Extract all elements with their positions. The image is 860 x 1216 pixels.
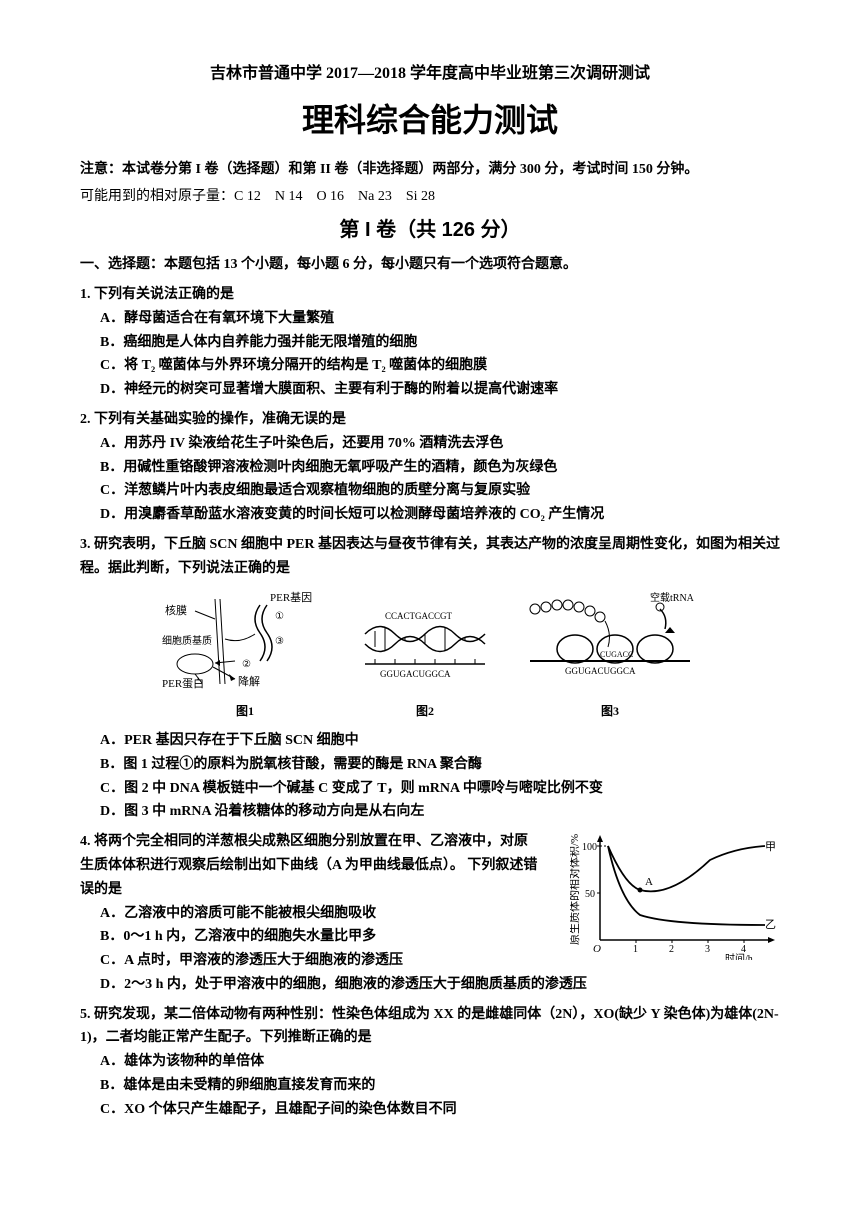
q2-opt-b: B．用碱性重铬酸钾溶液检测叶肉细胞无氧呼吸产生的酒精，颜色为灰绿色 <box>80 456 780 480</box>
svg-text:PER基因: PER基因 <box>270 591 312 604</box>
q3-fig1: PER基因 ① ③ 核膜 细胞质基质 ② PER蛋白 降解 <box>160 589 330 721</box>
q1-opt-d: D．神经元的树突可显著增大膜面积、主要有利于酶的附着以提高代谢速率 <box>80 378 780 402</box>
question-2: 2. 下列有关基础实验的操作，准确无误的是 A．用苏丹 IV 染液给花生子叶染色… <box>80 408 780 527</box>
q4-opt-a: A．乙溶液中的溶质可能不能被根尖细胞吸收 <box>80 902 540 926</box>
svg-text:CUGACC: CUGACC <box>600 650 633 659</box>
q2-opt-d: D．用溴麝香草酚蓝水溶液变黄的时间长短可以检测酵母菌培养液的 CO₂ 产生情况 <box>80 503 780 527</box>
question-1: 1. 下列有关说法正确的是 A．酵母菌适合在有氧环境下大量繁殖 B．癌细胞是人体… <box>80 283 780 402</box>
q4-opt-d: D．2～3 h 内，处于甲溶液中的细胞，细胞液的渗透压大于细胞质基质的渗透压 <box>80 973 780 997</box>
q4-stem: 4. 将两个完全相同的洋葱根尖成熟区细胞分别放置在甲、乙溶液中，对原生质体体积进… <box>80 830 540 901</box>
svg-text:A: A <box>645 876 653 888</box>
q3-opt-b: B．图 1 过程①的原料为脱氧核苷酸，需要的酶是 RNA 聚合酶 <box>80 753 780 777</box>
atomic-masses: 可能用到的相对原子量：C 12 N 14 O 16 Na 23 Si 28 <box>80 185 780 209</box>
header-line2: 理科综合能力测试 <box>80 93 780 147</box>
question-4: 4. 将两个完全相同的洋葱根尖成熟区细胞分别放置在甲、乙溶液中，对原生质体体积进… <box>80 830 780 997</box>
svg-text:乙: 乙 <box>765 918 776 931</box>
q5-opt-b: B．雄体是由未受精的卵细胞直接发育而来的 <box>80 1074 780 1098</box>
q2-opt-a: A．用苏丹 IV 染液给花生子叶染色后，还要用 70% 酒精洗去浮色 <box>80 432 780 456</box>
q3-stem: 3. 研究表明，下丘脑 SCN 细胞中 PER 基因表达与昼夜节律有关，其表达产… <box>80 533 780 581</box>
q3-fig2: CCACTGACCGT GGUGACUGGCA 图2 <box>350 589 500 721</box>
q3-opt-c: C．图 2 中 DNA 模板链中一个碱基 C 变成了 T，则 mRNA 中嘌呤与… <box>80 777 780 801</box>
svg-text:3: 3 <box>705 944 710 955</box>
svg-text:100: 100 <box>582 842 597 853</box>
q3-diagrams: PER基因 ① ③ 核膜 细胞质基质 ② PER蛋白 降解 <box>80 589 780 721</box>
section-instruction: 一、选择题：本题包括 13 个小题，每小题 6 分，每小题只有一个选项符合题意。 <box>80 253 780 277</box>
svg-text:③: ③ <box>275 636 284 647</box>
q4-opt-c: C．A 点时，甲溶液的渗透压大于细胞液的渗透压 <box>80 949 540 973</box>
q3-fig1-label: 图1 <box>160 701 330 721</box>
svg-text:甲: 甲 <box>765 841 776 853</box>
q3-opt-d: D．图 3 中 mRNA 沿着核糖体的移动方向是从右向左 <box>80 800 780 824</box>
q3-fig3: 空载tRNA CUGACC GGUGACUGGCA 图3 <box>520 589 700 721</box>
svg-text:②: ② <box>242 659 251 670</box>
q1-stem: 1. 下列有关说法正确的是 <box>80 283 780 307</box>
svg-text:核膜: 核膜 <box>165 603 187 617</box>
svg-text:GGUGACUGGCA: GGUGACUGGCA <box>565 666 636 676</box>
svg-text:O: O <box>593 943 601 955</box>
svg-text:2: 2 <box>669 944 674 955</box>
q5-opt-c: C．XO 个体只产生雄配子，且雄配子间的染色体数目不同 <box>80 1098 780 1122</box>
q3-fig2-label: 图2 <box>350 701 500 721</box>
q2-opt-c: C．洋葱鳞片叶内表皮细胞最适合观察植物细胞的质壁分离与复原实验 <box>80 479 780 503</box>
question-3: 3. 研究表明，下丘脑 SCN 细胞中 PER 基因表达与昼夜节律有关，其表达产… <box>80 533 780 824</box>
svg-text:原生质体的相对体积/%: 原生质体的相对体积/% <box>570 834 581 945</box>
q3-opt-a: A．PER 基因只存在于下丘脑 SCN 细胞中 <box>80 729 780 753</box>
q5-stem: 5. 研究发现，某二倍体动物有两种性别：性染色体组成为 XX 的是雌雄同体（2N… <box>80 1003 780 1051</box>
q3-fig3-label: 图3 <box>520 701 700 721</box>
header-line1: 吉林市普通中学 2017—2018 学年度高中毕业班第三次调研测试 <box>80 60 780 87</box>
svg-text:降解: 降解 <box>238 674 260 688</box>
svg-text:细胞质基质: 细胞质基质 <box>162 634 212 647</box>
q1-opt-c: C．将 T₂ 噬菌体与外界环境分隔开的结构是 T₂ 噬菌体的细胞膜 <box>80 354 780 378</box>
section-title: 第 I 卷（共 126 分） <box>80 213 780 247</box>
exam-notice: 注意：本试卷分第 I 卷（选择题）和第 II 卷（非选择题）两部分，满分 300… <box>80 158 780 182</box>
q1-opt-b: B．癌细胞是人体内自养能力强并能无限增殖的细胞 <box>80 331 780 355</box>
svg-text:空载tRNA: 空载tRNA <box>650 591 695 604</box>
q4-chart: 原生质体的相对体积/% 100 50 O 1 2 3 4 时间/h A 甲 <box>570 830 780 969</box>
svg-text:①: ① <box>275 611 284 622</box>
q1-opt-a: A．酵母菌适合在有氧环境下大量繁殖 <box>80 307 780 331</box>
question-5: 5. 研究发现，某二倍体动物有两种性别：性染色体组成为 XX 的是雌雄同体（2N… <box>80 1003 780 1122</box>
svg-text:50: 50 <box>585 889 595 900</box>
q5-opt-a: A．雄体为该物种的单倍体 <box>80 1050 780 1074</box>
svg-text:GGUGACUGGCA: GGUGACUGGCA <box>380 669 451 679</box>
svg-text:时间/h: 时间/h <box>725 952 753 960</box>
q4-opt-b: B．0～1 h 内，乙溶液中的细胞失水量比甲多 <box>80 925 540 949</box>
svg-text:1: 1 <box>633 944 638 955</box>
svg-text:CCACTGACCGT: CCACTGACCGT <box>385 611 453 621</box>
q2-stem: 2. 下列有关基础实验的操作，准确无误的是 <box>80 408 780 432</box>
